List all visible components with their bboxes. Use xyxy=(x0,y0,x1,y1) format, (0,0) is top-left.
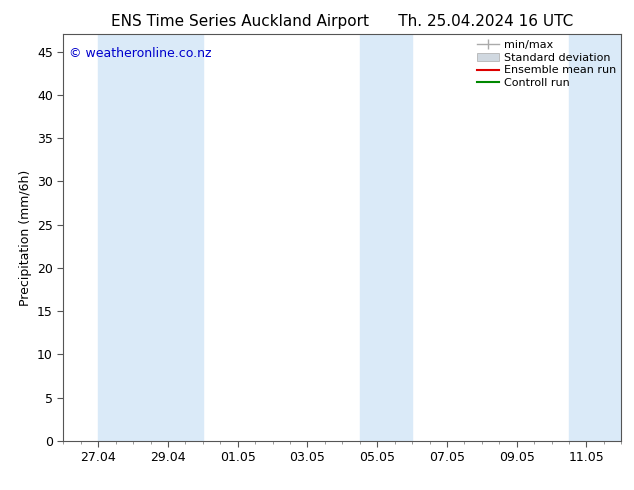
Bar xyxy=(150,34,203,441)
Text: © weatheronline.co.nz: © weatheronline.co.nz xyxy=(69,47,212,59)
Legend: min/max, Standard deviation, Ensemble mean run, Controll run: min/max, Standard deviation, Ensemble me… xyxy=(474,37,619,92)
Bar xyxy=(569,34,621,441)
Bar xyxy=(359,34,412,441)
Bar xyxy=(98,34,150,441)
Y-axis label: Precipitation (mm/6h): Precipitation (mm/6h) xyxy=(18,170,32,306)
Title: ENS Time Series Auckland Airport      Th. 25.04.2024 16 UTC: ENS Time Series Auckland Airport Th. 25.… xyxy=(111,14,574,29)
